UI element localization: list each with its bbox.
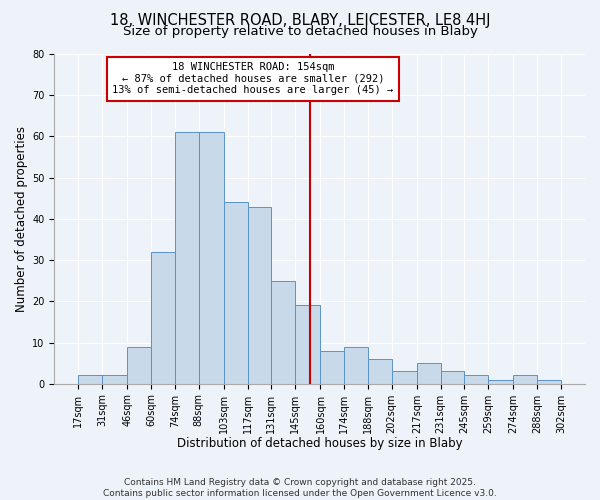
Bar [127,346,151,384]
Bar [537,380,561,384]
Bar [151,252,175,384]
Bar [271,280,295,384]
Bar [392,372,417,384]
Bar [102,376,127,384]
Bar [248,206,271,384]
Bar [175,132,199,384]
Text: Size of property relative to detached houses in Blaby: Size of property relative to detached ho… [122,25,478,38]
Bar [368,359,392,384]
Bar [464,376,488,384]
X-axis label: Distribution of detached houses by size in Blaby: Distribution of detached houses by size … [177,437,463,450]
Bar [417,363,440,384]
Bar [295,306,320,384]
Bar [199,132,224,384]
Text: Contains HM Land Registry data © Crown copyright and database right 2025.
Contai: Contains HM Land Registry data © Crown c… [103,478,497,498]
Y-axis label: Number of detached properties: Number of detached properties [15,126,28,312]
Bar [79,376,102,384]
Bar [320,351,344,384]
Bar [488,380,514,384]
Bar [440,372,464,384]
Bar [224,202,248,384]
Text: 18 WINCHESTER ROAD: 154sqm
← 87% of detached houses are smaller (292)
13% of sem: 18 WINCHESTER ROAD: 154sqm ← 87% of deta… [112,62,394,96]
Text: 18, WINCHESTER ROAD, BLABY, LEICESTER, LE8 4HJ: 18, WINCHESTER ROAD, BLABY, LEICESTER, L… [110,12,490,28]
Bar [514,376,537,384]
Bar [344,346,368,384]
